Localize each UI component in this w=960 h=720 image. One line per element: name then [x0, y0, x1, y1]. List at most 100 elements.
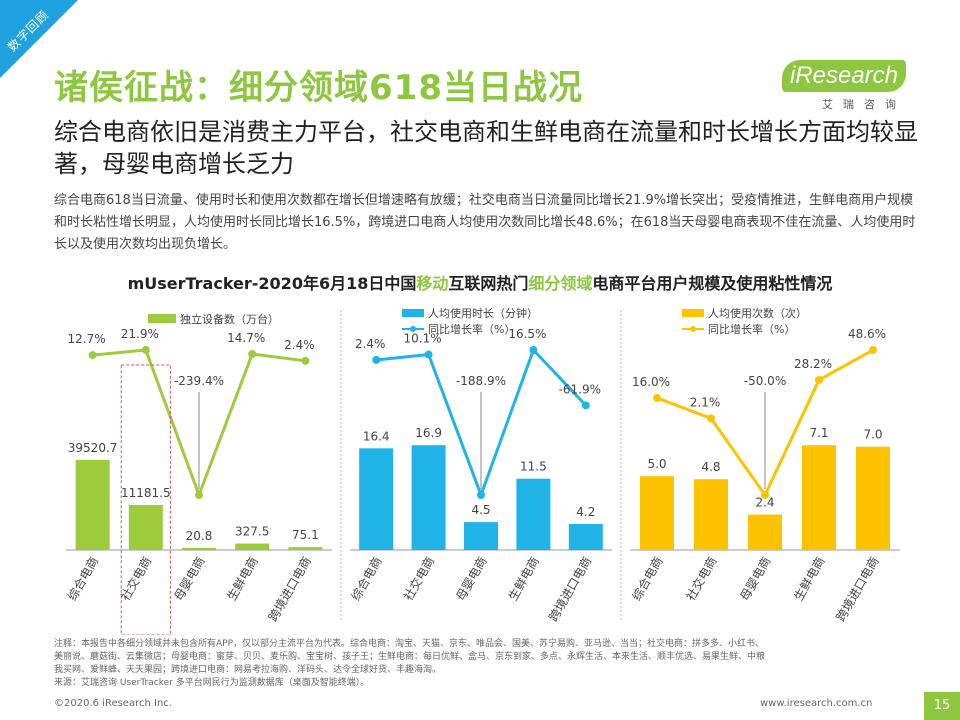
- category-label: 生鲜电商: [791, 554, 828, 603]
- line-point: [869, 346, 877, 354]
- bar-value-label: 16.4: [363, 429, 390, 443]
- line-point: [815, 376, 823, 384]
- legend-line-marker: [690, 326, 696, 332]
- legend-bar-label: 独立设备数（万台）: [180, 312, 279, 326]
- bar: [464, 522, 498, 550]
- notes-block: 注释：本报告中各细分领域并未包含所有APP，仅以部分主流平台为代表。综合电商：淘…: [54, 638, 924, 690]
- notes-line-1: 注释：本报告中各细分领域并未包含所有APP，仅以部分主流平台为代表。综合电商：淘…: [54, 639, 765, 649]
- bar: [75, 459, 110, 550]
- category-label: 跨境进口电商: [265, 554, 314, 624]
- bar-value-label: 7.1: [809, 426, 828, 440]
- footer-copyright: ©2020.6 iResearch Inc.: [54, 698, 172, 709]
- chart-heading-highlight2: 细分领域: [528, 274, 593, 293]
- line-value-label: 16.0%: [632, 375, 670, 389]
- bar-value-label: 5.0: [647, 457, 666, 471]
- category-label: 跨境进口电商: [833, 554, 882, 624]
- line-value-label: -188.9%: [456, 374, 506, 388]
- iresearch-logo: iResearch 艾瑞咨询: [781, 60, 906, 112]
- notes-line-3: 我买网、爱鲜蜂、天天果园；跨境进口电商：网易考拉海购、洋码头、达令全球好货、丰趣…: [54, 665, 442, 675]
- section-corner-tab: [0, 0, 78, 78]
- line-value-label: 2.4%: [284, 338, 315, 352]
- bar: [748, 514, 782, 550]
- category-label: 生鲜电商: [505, 554, 542, 603]
- line-point: [248, 349, 257, 358]
- legend-bar-swatch: [148, 314, 176, 323]
- line-point: [424, 350, 433, 359]
- legend-bar-swatch: [682, 309, 704, 317]
- line-value-label: 28.2%: [794, 357, 832, 371]
- legend-bar-label: 人均使用次数（次）: [708, 306, 807, 320]
- line-value-label: 10.1%: [404, 332, 442, 346]
- charts-area: 独立设备数（万台） 39520.7 11181.5 20.8 327.5 75.1 12.7…: [64, 306, 900, 635]
- line-point: [529, 346, 538, 354]
- chart-heading-part2: 互联网热门: [448, 274, 529, 293]
- bar: [856, 446, 890, 550]
- line-value-label: 16.5%: [508, 327, 546, 341]
- line-value-label: -239.4%: [174, 374, 224, 388]
- category-label: 综合电商: [348, 554, 385, 603]
- legend-line-label: 同比增长率（%）: [708, 322, 795, 336]
- line-point: [141, 346, 150, 354]
- bar-value-label: 4.5: [471, 503, 490, 517]
- line-value-label: 21.9%: [121, 327, 159, 341]
- bar-value-label: 39520.7: [68, 441, 118, 455]
- line-value-label: 14.7%: [227, 331, 265, 345]
- bar: [235, 543, 270, 550]
- bar-value-label: 7.0: [863, 428, 882, 442]
- bar-value-label: 11.5: [520, 460, 547, 474]
- chart-heading: mUserTracker-2020年6月18日中国移动互联网热门细分领域电商平台…: [0, 270, 960, 294]
- logo-chinese-name: 艾瑞咨询: [822, 98, 906, 111]
- category-label: 综合电商: [64, 554, 101, 603]
- notes-source: 来源：艾瑞咨询 UserTracker 多平台网民行为监测数据库（桌面及智能终端…: [54, 678, 370, 688]
- bar: [640, 476, 674, 550]
- legend-line-label: 同比增长率（%）: [428, 322, 515, 336]
- legend-bar-swatch: [402, 309, 424, 317]
- line-point: [372, 355, 381, 364]
- bar: [411, 445, 446, 550]
- bar: [359, 448, 394, 550]
- line-point: [195, 491, 203, 499]
- line-value-label: -50.0%: [744, 374, 786, 388]
- bar: [694, 479, 728, 550]
- bar-value-label: 2.4: [755, 496, 774, 510]
- line-point: [761, 491, 769, 499]
- bar-value-label: 4.2: [576, 505, 595, 519]
- line-point: [301, 356, 310, 365]
- page-number: 15: [924, 692, 960, 720]
- bar-value-label: 4.8: [701, 460, 720, 474]
- logo-wordmark: iResearch: [781, 60, 906, 92]
- category-label: 生鲜电商: [224, 554, 261, 603]
- bar-value-label: 20.8: [186, 529, 213, 543]
- summary-paragraph: 综合电商618当日流量、使用时长和使用次数都在增长但增速略有放缓；社交电商当日流…: [54, 193, 916, 252]
- line-point: [653, 393, 661, 402]
- line-point: [707, 414, 715, 423]
- line-value-label: 2.1%: [690, 395, 721, 409]
- line-value-label: 2.4%: [355, 337, 386, 351]
- line-value-label: 12.7%: [68, 332, 106, 346]
- footer-website: www.iresearch.com.cn: [760, 698, 873, 709]
- bar: [802, 445, 836, 550]
- notes-line-2: 美丽说、蘑菇街、云集微店；母婴电商：蜜芽、贝贝、麦乐购、宝宝树、孩子王；生鲜电商…: [54, 652, 766, 662]
- bar: [516, 478, 551, 550]
- category-label: 社交电商: [683, 554, 720, 603]
- category-label: 综合电商: [629, 554, 666, 603]
- category-label: 母婴电商: [737, 554, 774, 603]
- line-point: [88, 351, 97, 360]
- bar: [182, 548, 216, 550]
- bar: [128, 504, 163, 550]
- category-label: 母婴电商: [453, 554, 490, 603]
- line-value-label: -61.9%: [559, 382, 601, 396]
- legend-line-marker: [410, 326, 416, 332]
- category-label: 社交电商: [117, 554, 154, 603]
- bar-value-label: 75.1: [292, 528, 319, 542]
- line-value-label: 48.6%: [848, 327, 886, 341]
- page-title: 诸侯征战：细分领域618当日战况: [54, 68, 583, 108]
- bar: [568, 523, 603, 550]
- legend-bar-label: 人均使用时长（分钟）: [428, 306, 538, 320]
- line-point: [581, 401, 590, 410]
- chart-heading-part1: mUserTracker-2020年6月18日中国: [127, 274, 417, 293]
- category-label: 跨境进口电商: [545, 554, 594, 624]
- bar-value-label: 11181.5: [121, 486, 171, 500]
- bar-value-label: 327.5: [235, 525, 269, 539]
- bar: [288, 547, 323, 550]
